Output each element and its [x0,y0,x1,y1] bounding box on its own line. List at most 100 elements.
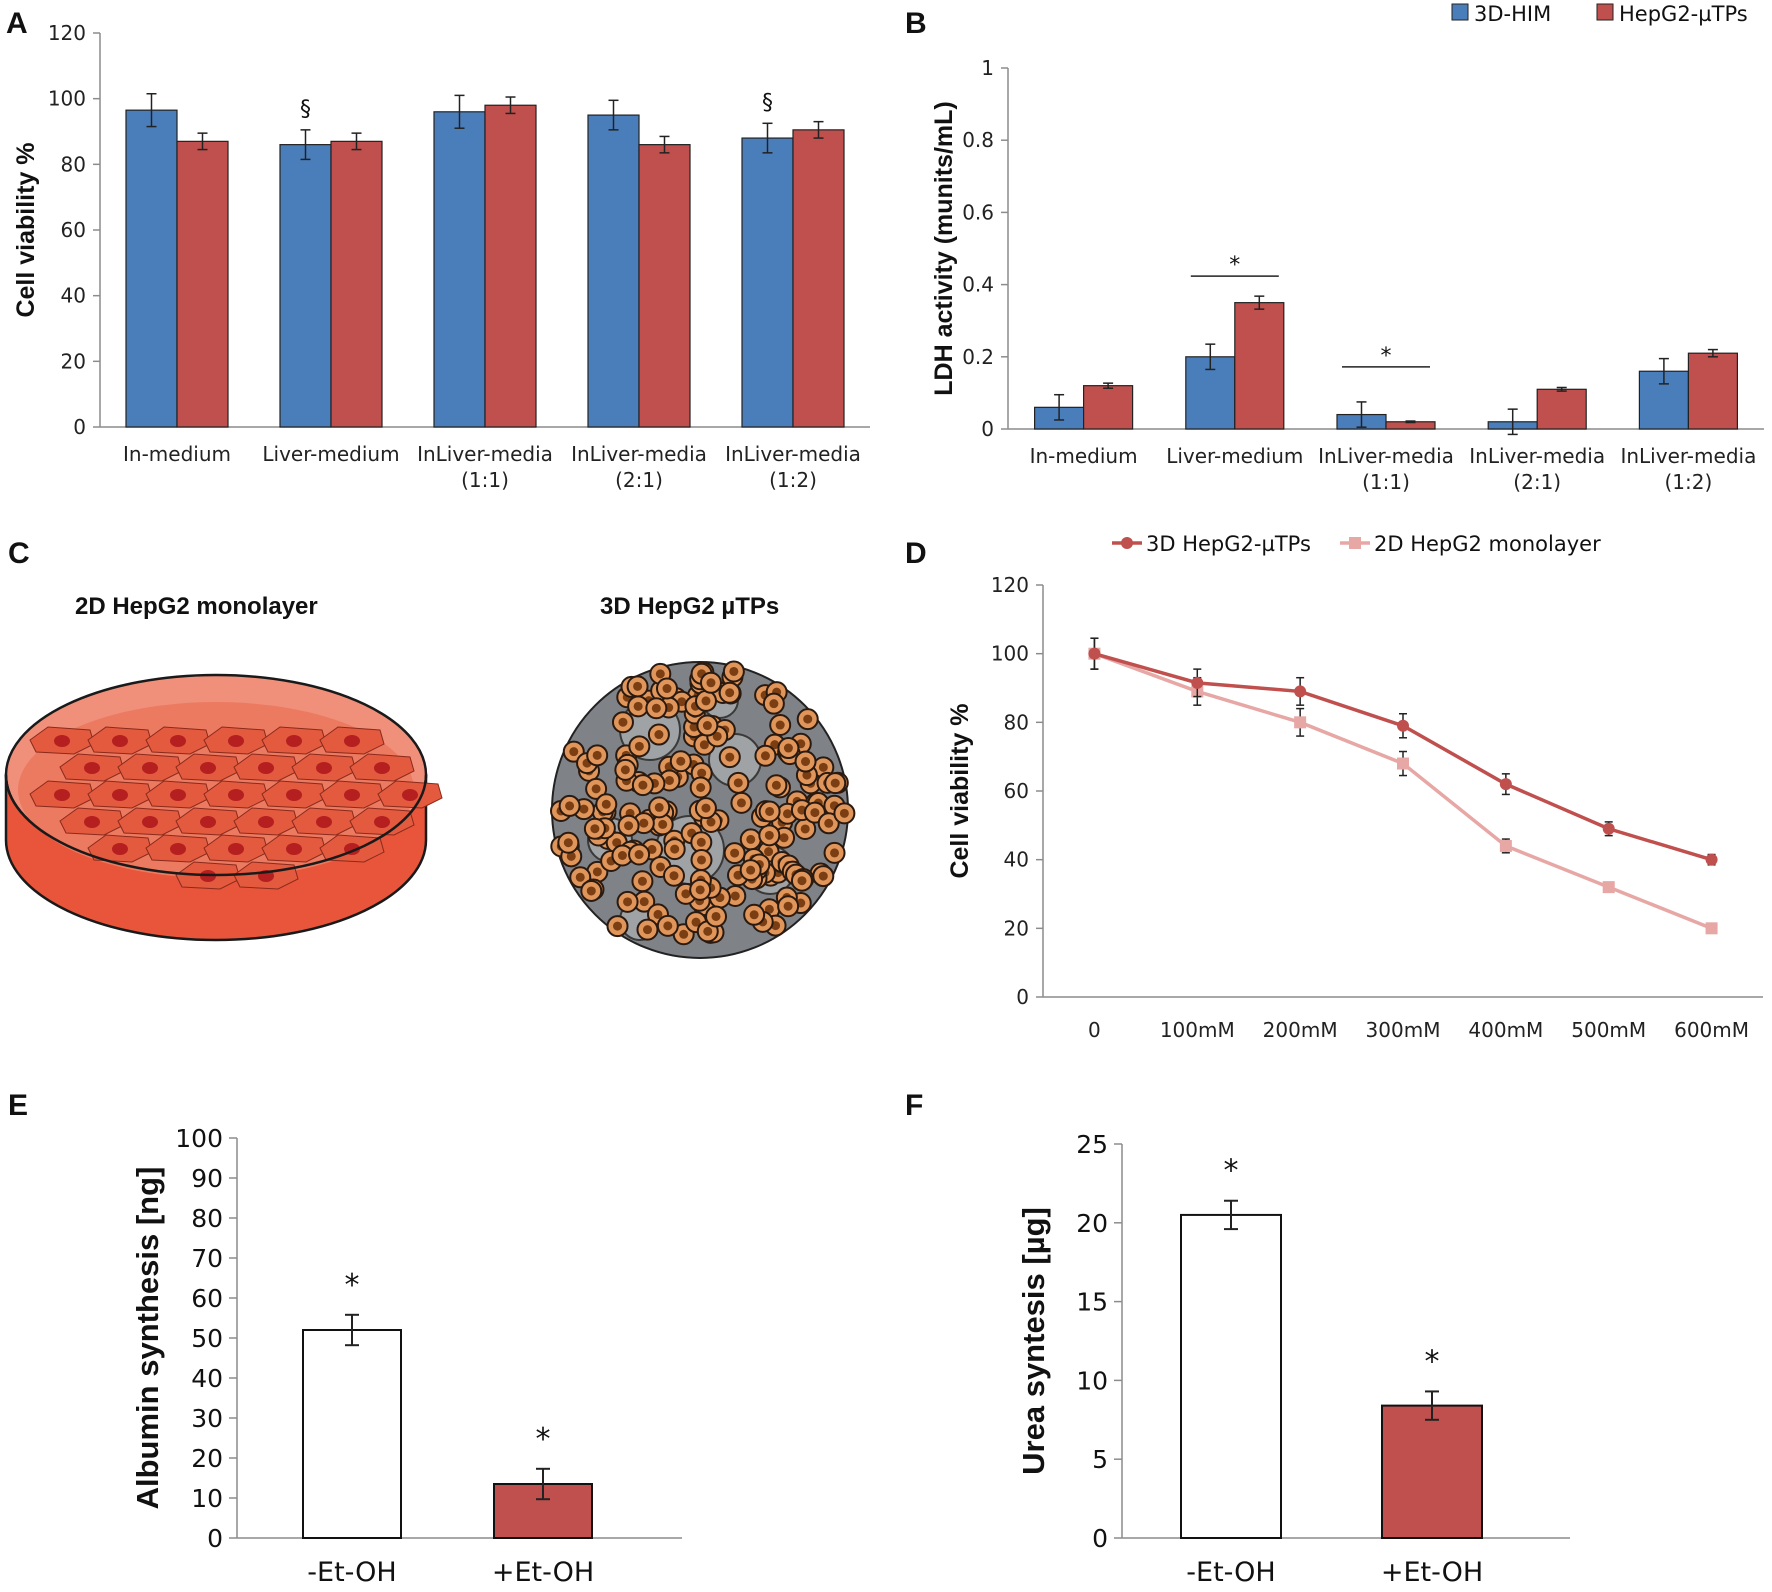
sphere-cell-nucleus [658,819,668,829]
x-category-label: In-medium [1030,444,1138,468]
cell-nucleus [112,843,128,855]
cell-nucleus [200,816,216,828]
x-category-label: Liver-medium [1166,444,1303,468]
y-tick-label: 0.2 [962,345,994,369]
sphere-cell-nucleus [633,681,643,691]
sphere-cell-nucleus [729,666,739,676]
y-tick-label: 0.6 [962,200,994,224]
sphere-cell-nucleus [702,721,712,731]
sphere-cell-nucleus [653,909,663,919]
data-point-circle [1397,719,1409,732]
y-tick-label: 30 [191,1404,223,1433]
microtissue-sphere-icon [550,660,856,959]
bar-3d-him-2 [433,111,486,428]
panel-c-illustration: 2D HepG2 monolayer 3D HepG2 µTPs [4,593,856,959]
cell-nucleus [112,789,128,801]
bar-hepg2-tps-4 [1687,352,1739,430]
sphere-cell-nucleus [830,848,840,858]
x-category-label: -Et-OH [307,1557,396,1588]
sphere-cell-nucleus [590,824,600,834]
sphere-cell-nucleus [730,891,740,901]
legend-label-3d: 3D HepG2-µTPs [1146,532,1311,556]
sphere-cell-nucleus [764,904,774,914]
cell-nucleus [142,762,158,774]
sphere-cell-nucleus [810,808,820,818]
cell-nucleus [170,843,186,855]
sphere-cell-nucleus [697,768,707,778]
sphere-cell-nucleus [771,780,781,790]
significance-marker: § [762,90,773,115]
x-category-label: (1:1) [1362,470,1410,494]
x-tick-label: 600mM [1674,1018,1749,1042]
data-point-square [1499,839,1512,852]
bar-hepg2-tps-1 [1234,302,1285,430]
y-tick-label: 0 [1016,985,1029,1009]
legend-label-2d: 2D HepG2 monolayer [1374,532,1601,556]
y-tick-label: 60 [61,218,86,242]
legend-swatch-3d-him [1451,3,1469,21]
y-tick-label: 60 [191,1284,223,1313]
chart-e-albumin: 0 10 20 30 40 50 60 70 80 90 100 Albumin synthesis … [130,1124,682,1588]
x-tick-label: 400mM [1468,1018,1543,1042]
sphere-cell-nucleus [679,929,689,939]
sphere-cell-nucleus [701,696,711,706]
y-tick-label: 5 [1092,1445,1108,1474]
sphere-cell-nucleus [803,714,813,724]
sphere-cell-nucleus [696,837,706,847]
x-tick-label: 200mM [1263,1018,1338,1042]
sphere-cell-nucleus [824,818,834,828]
sphere-cell-nucleus [579,804,589,814]
x-category-label: -Et-OH [1186,1557,1275,1588]
chart-d-viability-curve: 0 20 40 60 80 100 120 Cell viability % 0 100mM 200… [946,532,1763,1042]
sphere-cell-nucleus [670,844,680,854]
sphere-cell-nucleus [586,886,596,896]
x-category-label: In-medium [123,442,231,466]
cell-nucleus [228,843,244,855]
legend-label-hepg2-utps: HepG2-µTPs [1619,2,1748,26]
significance-marker: § [300,97,311,122]
data-point-circle [1294,685,1307,698]
cell-nucleus [286,735,302,747]
cell-nucleus [316,816,332,828]
sphere-cell-nucleus [746,834,756,844]
y-tick-label: 70 [191,1244,223,1273]
sphere-cell-nucleus [681,889,691,899]
sphere-cell-nucleus [801,757,811,767]
sphere-cell-nucleus [624,821,634,831]
x-category-label: (1:2) [1665,470,1713,494]
illus-title-2d: 2D HepG2 monolayer [75,593,318,620]
x-category-label: InLiver-media [571,442,707,466]
sphere-cell-nucleus [764,847,774,857]
y-tick-label: 120 [48,21,86,45]
x-category-label: (1:2) [769,468,817,492]
illus-title-3d: 3D HepG2 µTPs [600,593,779,620]
sphere-cell-nucleus [830,778,840,788]
data-point-square [1705,922,1718,935]
cell-nucleus [200,762,216,774]
panel-letter-d: D [905,537,927,570]
y-tick-label: 15 [1076,1288,1108,1317]
sphere-cell-nucleus [638,780,648,790]
sphere-cell-nucleus [664,775,674,785]
sphere-cell-nucleus [654,730,664,740]
bar-hepg2-tps-1 [330,140,383,428]
y-tick-label: 40 [1004,848,1029,872]
sphere-cell-nucleus [711,911,721,921]
significance-marker: * [1425,1344,1440,1379]
sphere-cell-nucleus [563,838,573,848]
cell-nucleus [112,735,128,747]
data-point-square [1602,881,1615,894]
sphere-cell-nucleus [612,838,622,848]
sphere-cell-nucleus [669,871,679,881]
legend-ab: 3D-HIM HepG2-µTPs [1451,2,1748,26]
y-tick-label: 10 [191,1484,223,1513]
x-category-label: InLiver-media [1620,444,1756,468]
x-category-label: (2:1) [615,468,663,492]
sphere-cell-nucleus [701,803,711,813]
sphere-cell-nucleus [760,751,770,761]
cell-nucleus [54,789,70,801]
cell-nucleus [170,789,186,801]
cell-nucleus [142,816,158,828]
x-category-label: InLiver-media [1469,444,1605,468]
